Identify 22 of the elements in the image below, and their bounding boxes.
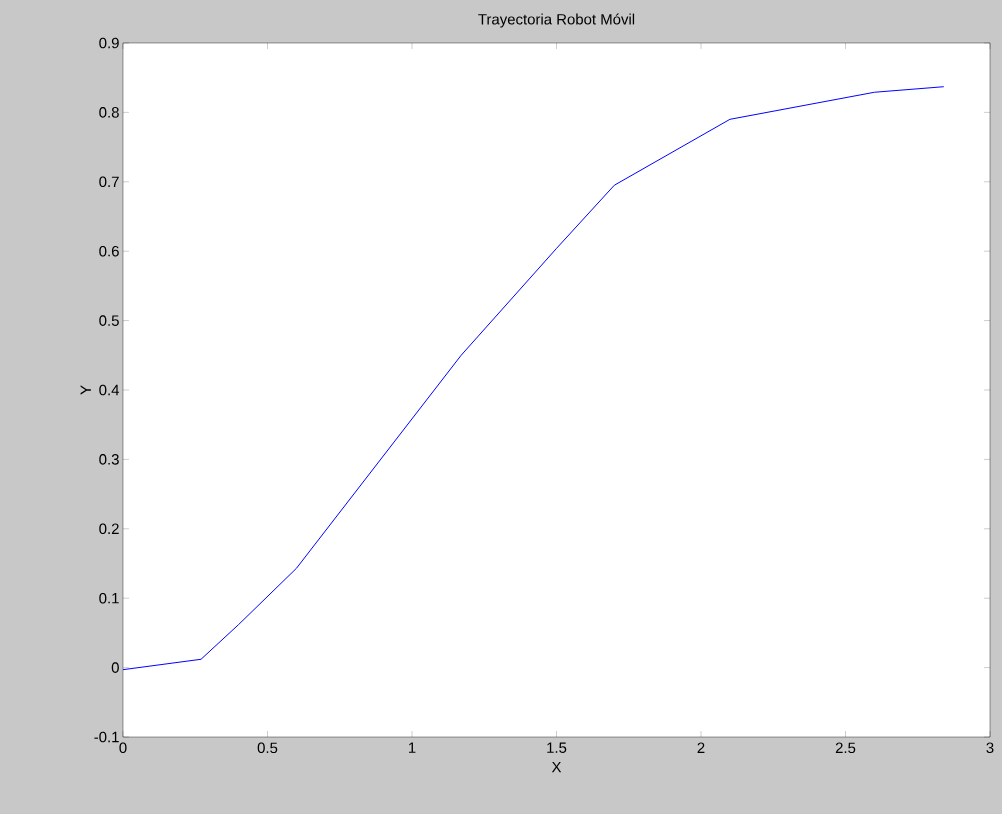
y-tick-label: 0.5 [99,315,119,326]
y-tick-label: 0 [111,662,119,673]
x-tick-label: 1 [408,742,416,753]
y-tick-label: -0.1 [94,731,119,743]
line-series [123,86,945,671]
y-tick-label: 0.2 [99,523,119,535]
x-tick-label: 2 [697,742,705,753]
y-tick-label: 0.4 [99,384,120,396]
y-tick-label: 0.8 [99,107,119,118]
x-tick-label: 0 [119,742,127,754]
x-tick-label: 1.5 [547,742,567,753]
x-tick-label: 3 [986,742,994,754]
x-tick-label: 0.5 [257,742,278,754]
y-axis-title: Y [80,385,91,395]
y-tick-label: 0.1 [99,592,119,604]
chart-title: Trayectoria Robot Móvil [478,13,635,28]
y-tick-label: 0.9 [99,37,119,49]
x-tick-label: 2.5 [835,742,856,754]
y-tick-label: 0.3 [99,454,119,465]
y-tick-label: 0.7 [99,176,119,188]
x-axis-title: X [551,761,562,773]
y-tick-label: 0.6 [99,245,119,257]
